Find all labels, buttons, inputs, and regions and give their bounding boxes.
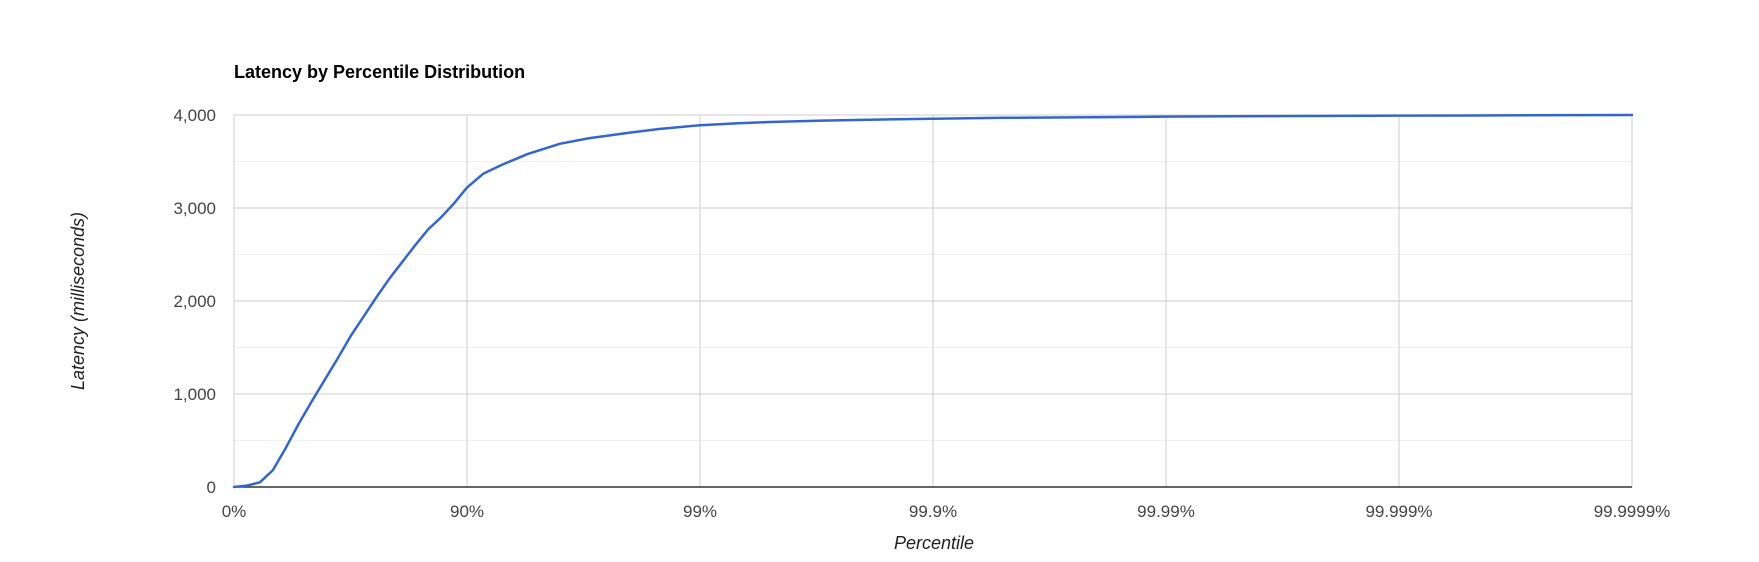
major-gridlines xyxy=(233,114,1633,487)
x-tick-label: 99.99% xyxy=(1137,502,1195,521)
y-tick-label: 4,000 xyxy=(173,106,216,125)
x-tick-label: 90% xyxy=(450,502,484,521)
x-tick-label: 99% xyxy=(683,502,717,521)
y-tick-label: 3,000 xyxy=(173,199,216,218)
x-tick-label: 99.999% xyxy=(1365,502,1432,521)
y-tick-label: 2,000 xyxy=(173,292,216,311)
x-tick-labels: 0% 90% 99% 99.9% 99.99% 99.999% 99.9999% xyxy=(222,502,1671,521)
x-tick-label: 0% xyxy=(222,502,247,521)
y-tick-labels: 0 1,000 2,000 3,000 4,000 xyxy=(173,106,216,497)
chart-title: Latency by Percentile Distribution xyxy=(234,62,525,82)
x-tick-label: 99.9% xyxy=(909,502,957,521)
series-line xyxy=(232,113,1634,489)
x-axis-title: Percentile xyxy=(894,533,974,553)
y-axis-title: Latency (milliseconds) xyxy=(68,212,88,390)
x-tick-label: 99.9999% xyxy=(1594,502,1671,521)
y-tick-label: 1,000 xyxy=(173,385,216,404)
y-tick-label: 0 xyxy=(207,478,216,497)
